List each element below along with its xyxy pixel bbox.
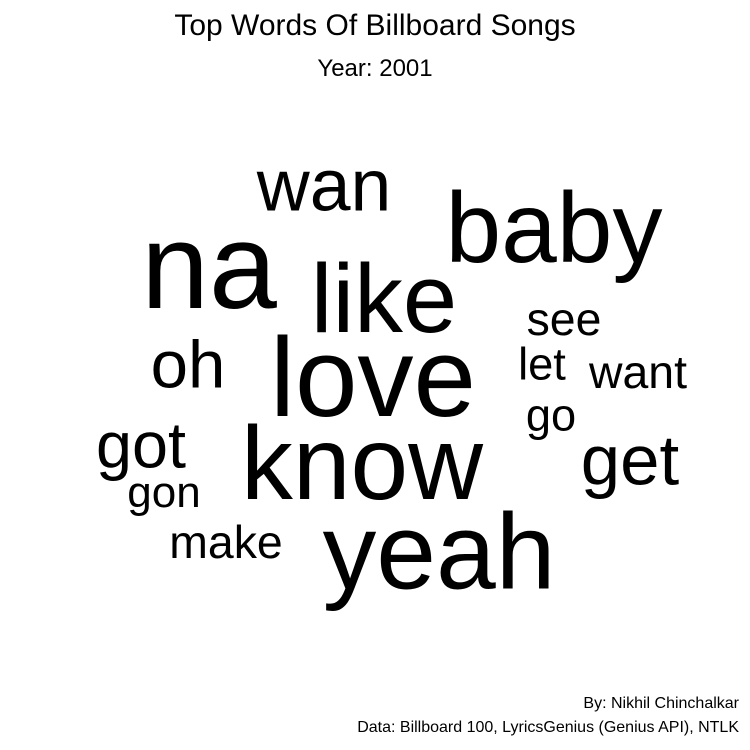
chart-subtitle: Year: 2001	[317, 55, 433, 82]
word-got: got	[96, 408, 186, 482]
word-baby: baby	[445, 171, 663, 284]
word-like: like	[310, 244, 458, 354]
caption-source: Data: Billboard 100, LyricsGenius (Geniu…	[357, 719, 739, 736]
word-know: know	[240, 405, 484, 522]
word-love: love	[269, 313, 477, 440]
word-make: make	[169, 515, 283, 568]
word-oh: oh	[150, 327, 226, 403]
word-want: want	[589, 345, 687, 398]
word-see: see	[526, 292, 602, 345]
chart-title: Top Words Of Billboard Songs	[174, 9, 576, 42]
word-gon: gon	[127, 468, 201, 517]
caption-author: By: Nikhil Chinchalkar	[583, 695, 739, 712]
word-yeah: yeah	[322, 491, 556, 612]
word-get: get	[580, 421, 680, 501]
word-wan: wan	[256, 144, 392, 227]
word-go: go	[525, 389, 577, 441]
word-na: na	[141, 198, 277, 334]
word-let: let	[518, 338, 566, 390]
